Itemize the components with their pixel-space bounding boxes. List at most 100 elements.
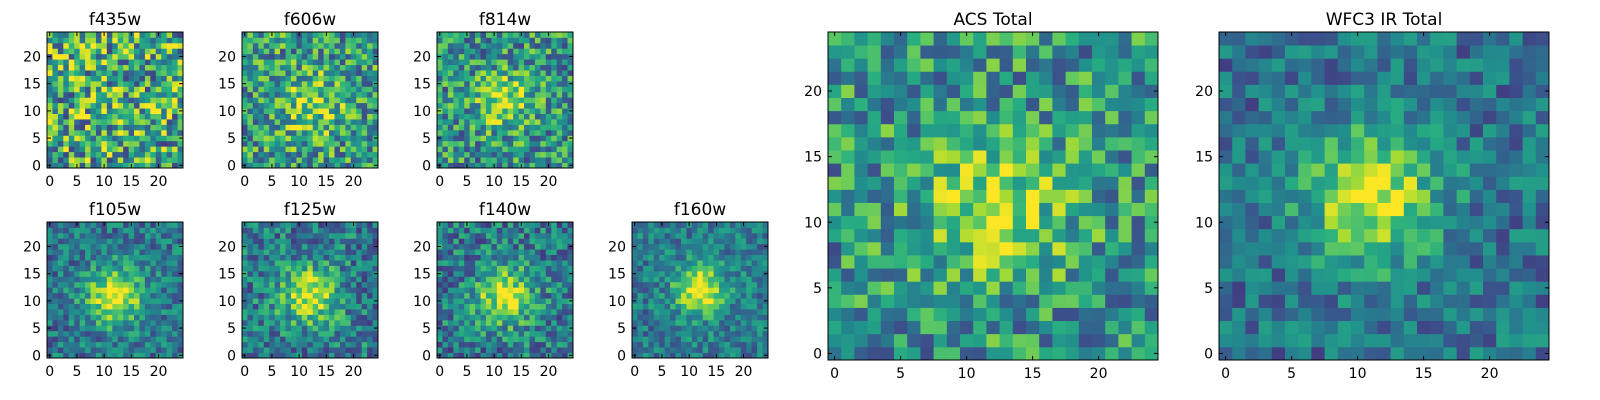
pixel-cell	[285, 162, 292, 169]
pixel-cell	[724, 341, 731, 348]
pixel-cell	[144, 243, 151, 250]
pixel-cell	[453, 303, 460, 310]
pixel-cell	[139, 75, 146, 82]
pixel-cell	[513, 227, 519, 234]
pixel-cell	[480, 227, 487, 234]
pixel-cell	[491, 281, 498, 288]
pixel-cell	[95, 254, 102, 261]
y-tick-label: 10	[413, 104, 431, 120]
pixel-cell	[155, 330, 162, 337]
pixel-cell	[263, 151, 270, 158]
pixel-cell	[670, 298, 676, 304]
pixel-cell	[469, 53, 476, 60]
pixel-cell	[724, 336, 731, 343]
pixel-cell	[762, 249, 769, 256]
pixel-cell	[57, 243, 64, 250]
pixel-cell	[562, 86, 568, 93]
pixel-cell	[356, 325, 363, 332]
pixel-cell	[675, 292, 682, 299]
pixel-cell	[496, 151, 503, 158]
pixel-cell	[648, 298, 655, 304]
pixel-cell	[946, 346, 961, 361]
pixel-cell	[274, 243, 281, 250]
pixel-cell	[485, 162, 492, 169]
pixel-cell	[507, 113, 514, 120]
pixel-cell	[134, 281, 140, 288]
pixel-cell	[47, 97, 53, 104]
pixel-cell	[161, 292, 168, 299]
pixel-cell	[480, 319, 487, 326]
pixel-cell	[1012, 163, 1027, 177]
pixel-cell	[112, 42, 119, 49]
pixel-cell	[177, 146, 184, 153]
pixel-cell	[90, 119, 97, 125]
pixel-cell	[686, 303, 693, 310]
pixel-cell	[68, 309, 75, 315]
pixel-cell	[447, 292, 454, 299]
pixel-cell	[946, 189, 961, 203]
pixel-cell	[252, 227, 259, 234]
pixel-cell	[1092, 241, 1106, 256]
pixel-cell	[464, 314, 471, 321]
pixel-cell	[372, 249, 379, 256]
pixel-cell	[242, 249, 248, 256]
pixel-cell	[475, 140, 481, 147]
pixel-cell	[323, 238, 330, 245]
pixel-cell	[933, 346, 948, 361]
pixel-cell	[762, 227, 769, 234]
pixel-cell	[686, 347, 693, 353]
pixel-cell	[274, 325, 281, 332]
pixel-cell	[502, 232, 509, 239]
pixel-cell	[496, 249, 503, 256]
pixel-cell	[372, 232, 379, 239]
pixel-cell	[480, 341, 487, 348]
pixel-cell	[139, 325, 146, 332]
x-tick-label: 20	[150, 364, 168, 380]
pixel-cell	[166, 330, 173, 337]
pixel-cell	[496, 102, 503, 109]
pixel-cell	[556, 243, 563, 250]
pixel-cell	[301, 129, 308, 136]
pixel-cell	[101, 336, 108, 343]
pixel-cell	[367, 222, 373, 228]
pixel-cell	[166, 135, 173, 142]
pixel-cell	[280, 325, 286, 332]
pixel-cell	[269, 129, 276, 136]
pixel-cell	[263, 347, 270, 353]
pixel-cell	[464, 135, 471, 142]
pixel-cell	[63, 254, 70, 261]
pixel-cell	[242, 238, 248, 245]
pixel-cell	[367, 254, 373, 261]
pixel-cell	[708, 276, 714, 283]
pixel-cell	[90, 325, 97, 332]
pixel-cell	[556, 162, 563, 169]
pixel-cell	[469, 113, 476, 120]
pixel-cell	[117, 249, 124, 256]
pixel-cell	[691, 330, 698, 337]
pixel-cell	[1012, 333, 1027, 348]
pixel-cell	[518, 314, 525, 321]
pixel-cell	[47, 146, 53, 153]
pixel-cell	[1065, 307, 1080, 322]
pixel-cell	[161, 75, 168, 82]
pixel-cell	[242, 319, 248, 326]
pixel-cell	[960, 294, 974, 308]
pixel-cell	[177, 238, 184, 245]
pixel-cell	[285, 80, 292, 87]
pixel-cell	[285, 140, 292, 147]
pixel-cell	[57, 59, 64, 66]
pixel-cell	[458, 325, 465, 332]
pixel-cell	[101, 59, 108, 66]
pixel-cell	[1012, 346, 1027, 361]
pixel-cell	[139, 341, 146, 348]
pixel-cell	[150, 276, 157, 283]
pixel-cell	[556, 238, 563, 245]
pixel-cell	[312, 314, 319, 321]
pixel-cell	[101, 80, 108, 87]
pixel-cell	[529, 287, 536, 294]
pixel-cell	[507, 347, 514, 353]
pixel-cell	[507, 260, 514, 266]
pixel-cell	[329, 91, 335, 98]
pixel-cell	[894, 281, 908, 295]
pixel-cell	[117, 270, 124, 277]
